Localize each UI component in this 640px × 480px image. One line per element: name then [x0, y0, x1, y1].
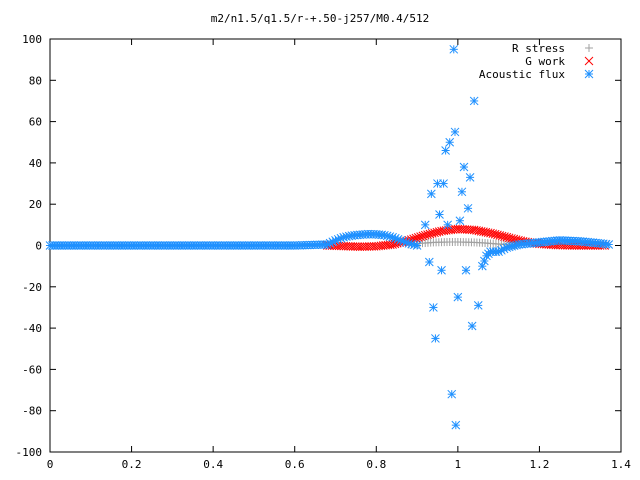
data-point — [441, 146, 450, 155]
data-point — [426, 189, 436, 199]
data-point — [431, 334, 440, 343]
data-point — [467, 321, 477, 331]
y-tick-label: -60 — [22, 363, 42, 376]
x-tick-label: 1 — [455, 458, 462, 471]
data-point — [413, 233, 423, 242]
x-axis-ticks: 0 0.2 0.4 0.6 0.8 1 1.2 1.4 — [47, 39, 631, 471]
data-point — [604, 240, 614, 249]
data-point — [447, 389, 457, 399]
y-tick-label: -20 — [22, 281, 42, 294]
legend-label: R stress — [512, 42, 565, 55]
data-point — [449, 44, 459, 54]
data-point — [412, 241, 422, 250]
data-point — [455, 216, 465, 226]
series-acoustic-flux — [45, 44, 614, 430]
x-tick-label: 1.4 — [611, 458, 631, 471]
legend-marker — [584, 56, 594, 66]
x-tick-label: 0.4 — [203, 458, 223, 471]
data-point — [450, 127, 460, 137]
data-point — [445, 137, 455, 147]
data-point — [435, 210, 444, 219]
data-point — [469, 96, 479, 106]
data-point — [459, 162, 469, 172]
y-tick-label: 20 — [29, 198, 42, 211]
data-point — [463, 203, 473, 213]
legend-label: Acoustic flux — [479, 68, 565, 81]
data-point — [451, 420, 461, 430]
data-point — [420, 220, 430, 230]
y-tick-label: 80 — [29, 74, 42, 87]
data-point — [429, 303, 438, 312]
x-tick-label: 1.2 — [529, 458, 549, 471]
data-point — [424, 257, 434, 267]
y-tick-label: -40 — [22, 322, 42, 335]
y-tick-label: 60 — [29, 116, 42, 129]
chart-title: m2/n1.5/q1.5/r-+.50-j257/M0.4/512 — [211, 12, 430, 25]
legend-label: G work — [525, 55, 565, 68]
x-tick-label: 0.8 — [366, 458, 386, 471]
data-point — [473, 301, 483, 310]
data-point — [477, 261, 487, 271]
data-point — [465, 173, 475, 182]
y-tick-label: -100 — [16, 446, 43, 459]
data-point — [443, 220, 453, 230]
y-tick-label: -80 — [22, 405, 42, 418]
y-axis-ticks: 100 80 60 40 20 0 -20 -40 -60 -80 -100 — [16, 33, 621, 459]
x-tick-label: 0.6 — [285, 458, 305, 471]
legend-marker — [585, 44, 593, 52]
data-point — [416, 232, 425, 242]
data-point — [437, 265, 446, 275]
data-point — [439, 179, 448, 188]
data-point — [457, 187, 467, 197]
y-tick-label: 100 — [22, 33, 42, 46]
data-point — [461, 265, 471, 275]
y-tick-label: 40 — [29, 157, 42, 170]
data-point — [453, 292, 463, 302]
x-tick-label: 0 — [47, 458, 54, 471]
x-tick-label: 0.2 — [122, 458, 142, 471]
y-tick-label: 0 — [35, 240, 42, 253]
plot-area — [45, 44, 614, 430]
legend-marker — [584, 69, 594, 79]
data-point — [411, 233, 421, 243]
